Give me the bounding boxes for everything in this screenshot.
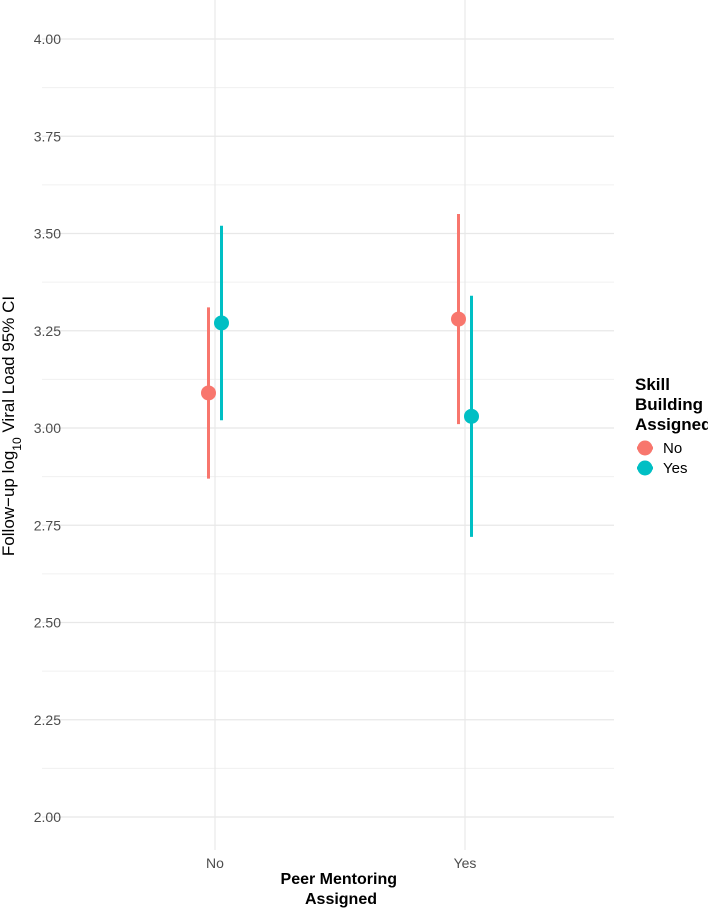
- legend-title-line-3: Assigned: [635, 415, 708, 434]
- y-tick-label: 3.75: [34, 128, 61, 144]
- data-point: [214, 315, 229, 331]
- x-axis-title-line-1: Peer Mentoring: [281, 871, 397, 888]
- legend-title-line-2: Building: [635, 395, 703, 414]
- legend-key-point: [637, 440, 653, 456]
- y-tick-label: 2.75: [34, 517, 61, 533]
- x-tick-label: No: [206, 855, 224, 871]
- x-axis-title-line-2: Assigned: [305, 891, 377, 908]
- y-axis-title-suffix: Viral Load 95% CI: [0, 296, 18, 437]
- y-tick-label: 2.00: [34, 809, 61, 825]
- y-tick-label: 3.25: [34, 323, 61, 339]
- major-gridlines: [42, 38, 614, 818]
- y-tick-label: 2.25: [34, 712, 61, 728]
- y-axis-title-subscript: 10: [10, 437, 24, 451]
- legend-label: No: [663, 440, 682, 457]
- legend-title: Skill Building Assigned: [635, 375, 708, 434]
- x-axis-title: Peer Mentoring Assigned: [281, 871, 402, 908]
- legend-label: Yes: [663, 460, 687, 477]
- minor-gridlines: [42, 87, 614, 769]
- y-tick-labels: 2.00 2.25 2.50 2.75 3.00 3.25 3.50 3.75 4.00: [34, 31, 61, 825]
- y-axis-title-prefix: Follow−up log: [0, 451, 18, 556]
- x-tick-labels: No Yes: [206, 855, 476, 871]
- data-point: [464, 408, 479, 424]
- data-point: [201, 385, 216, 401]
- legend-title-line-1: Skill: [635, 375, 670, 394]
- data-point: [451, 311, 466, 327]
- y-tick-label: 3.50: [34, 226, 61, 242]
- legend-keys: No Yes: [637, 440, 687, 477]
- y-tick-label: 4.00: [34, 31, 61, 47]
- y-axis-title: Follow−up log10 Viral Load 95% CI: [0, 296, 24, 556]
- y-tick-label: 3.00: [34, 420, 61, 436]
- x-gridlines: [214, 0, 466, 850]
- y-tick-label: 2.50: [34, 615, 61, 631]
- legend: Skill Building Assigned No Yes: [635, 375, 708, 477]
- legend-key-point: [637, 460, 653, 476]
- x-tick-label: Yes: [454, 855, 477, 871]
- data-marks: [201, 214, 479, 537]
